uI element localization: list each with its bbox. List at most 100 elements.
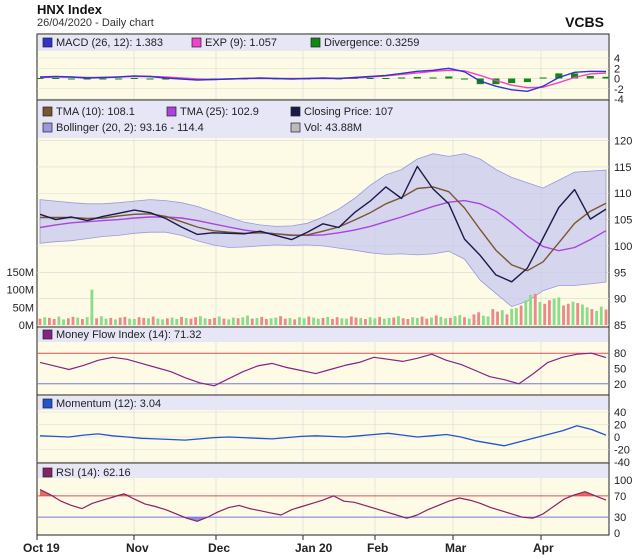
macd-divergence-bar — [539, 77, 547, 79]
volume-bar — [293, 319, 297, 325]
rsi-legend-label: RSI (14): 62.16 — [56, 467, 131, 479]
volume-bar — [533, 293, 537, 325]
rsi-line — [39, 488, 607, 522]
macd-tick-label: -4 — [614, 94, 624, 106]
volume-bar — [373, 318, 377, 325]
volume-bar — [114, 319, 117, 325]
x-axis-label: Apr — [533, 541, 554, 555]
volume-bar — [401, 318, 405, 325]
volume-bar — [52, 318, 56, 325]
volume-bar — [514, 308, 518, 325]
chart-title: HNX Index — [37, 2, 103, 17]
volume-bar — [557, 297, 561, 325]
x-axis-label: Oct 19 — [23, 541, 60, 555]
volume-bar — [434, 315, 438, 325]
volume-bar — [85, 317, 89, 325]
volume-bar — [543, 303, 547, 325]
volume-bar — [335, 317, 339, 325]
macd-divergence-bar — [398, 77, 406, 79]
chart-subtitle: 26/04/2020 - Daily chart — [37, 17, 154, 29]
volume-bar — [326, 316, 330, 325]
volume-bar — [420, 316, 424, 325]
volume-bar — [354, 317, 358, 325]
volume-tick-label: 50M — [13, 302, 34, 314]
volume-bar — [269, 318, 273, 325]
macd-legend-divergence-swatch — [310, 37, 321, 48]
price-tick-label: 85 — [614, 320, 626, 332]
volume-bar — [604, 309, 608, 325]
volume-tick-label: 0M — [19, 320, 34, 332]
mfi-legend-label: Money Flow Index (14): 71.32 — [56, 329, 202, 341]
macd-divergence-bar — [429, 77, 437, 79]
volume-bar — [246, 315, 249, 325]
volume-bar — [175, 318, 179, 325]
volume-bar — [104, 318, 108, 325]
volume-bar — [142, 317, 146, 325]
price-legend-bollinger-label: Bollinger (20, 2): 93.16 - 114.4 — [56, 122, 204, 134]
volume-bar — [491, 309, 495, 325]
macd-tick-label: 0 — [614, 74, 620, 86]
volume-bar — [481, 315, 485, 325]
volume-bar — [415, 317, 419, 325]
volume-bar — [312, 317, 315, 325]
momentum-tick-label: 40 — [614, 407, 626, 419]
rsi-legend-swatch — [42, 467, 53, 478]
volume-bar — [147, 318, 150, 325]
x-axis-label: Dec — [208, 541, 230, 555]
volume-bar — [585, 307, 589, 325]
price-tick-label: 95 — [614, 267, 626, 279]
volume-bar — [496, 311, 499, 325]
volume-bar — [184, 317, 188, 325]
mfi-tick-label: 50 — [614, 364, 626, 376]
volume-bar — [198, 316, 202, 325]
volume-bar — [364, 318, 367, 325]
volume-bar — [109, 317, 113, 325]
macd-divergence-bar — [115, 78, 123, 80]
closing-price-line — [39, 165, 607, 283]
macd-divergence-bar — [36, 77, 44, 79]
macd-divergence-bar — [130, 77, 138, 79]
volume-bar — [599, 306, 603, 325]
volume-bar — [430, 317, 433, 325]
macd-divergence-bar — [413, 76, 421, 79]
volume-bar — [590, 309, 594, 325]
volume-bar — [123, 316, 127, 325]
tma10-line — [40, 186, 607, 272]
volume-bar — [331, 318, 334, 325]
rsi-legend-bar — [38, 464, 608, 478]
volume-bar — [161, 319, 165, 325]
volume-bar — [274, 317, 278, 325]
volume-bar — [397, 316, 400, 325]
momentum-tick-label: -40 — [614, 457, 630, 469]
volume-bar — [392, 317, 396, 325]
volume-bar — [288, 317, 292, 325]
volume-bar — [118, 317, 122, 325]
volume-bar — [156, 318, 160, 325]
volume-bar — [472, 314, 476, 325]
volume-bar — [57, 316, 61, 325]
macd-line — [39, 67, 607, 93]
macd-legend-divergence-label: Divergence: 0.3259 — [324, 37, 419, 49]
momentum-line — [39, 425, 607, 447]
volume-bar — [170, 317, 174, 325]
volume-bar — [368, 317, 372, 325]
price-legend-vol-swatch — [290, 122, 301, 133]
price-tick-label: 110 — [614, 188, 632, 200]
volume-bar — [132, 318, 136, 325]
macd-divergence-bar — [555, 73, 563, 79]
volume-bar — [95, 318, 99, 325]
macd-divergence-bar — [67, 78, 75, 80]
macd-legend-exp-swatch — [191, 37, 202, 48]
volume-bar — [345, 318, 348, 325]
volume-bar — [222, 318, 226, 325]
price-legend-tma10-label: TMA (10): 108.1 — [56, 106, 135, 118]
macd-divergence-bar — [492, 78, 500, 85]
momentum-tick-label: 20 — [614, 420, 626, 432]
macd-divergence-bar — [602, 76, 610, 79]
volume-bar — [283, 318, 287, 325]
volume-bar — [340, 318, 344, 325]
mfi-legend-swatch — [42, 329, 53, 340]
price-tick-label: 90 — [614, 294, 626, 306]
volume-bar — [458, 315, 462, 325]
